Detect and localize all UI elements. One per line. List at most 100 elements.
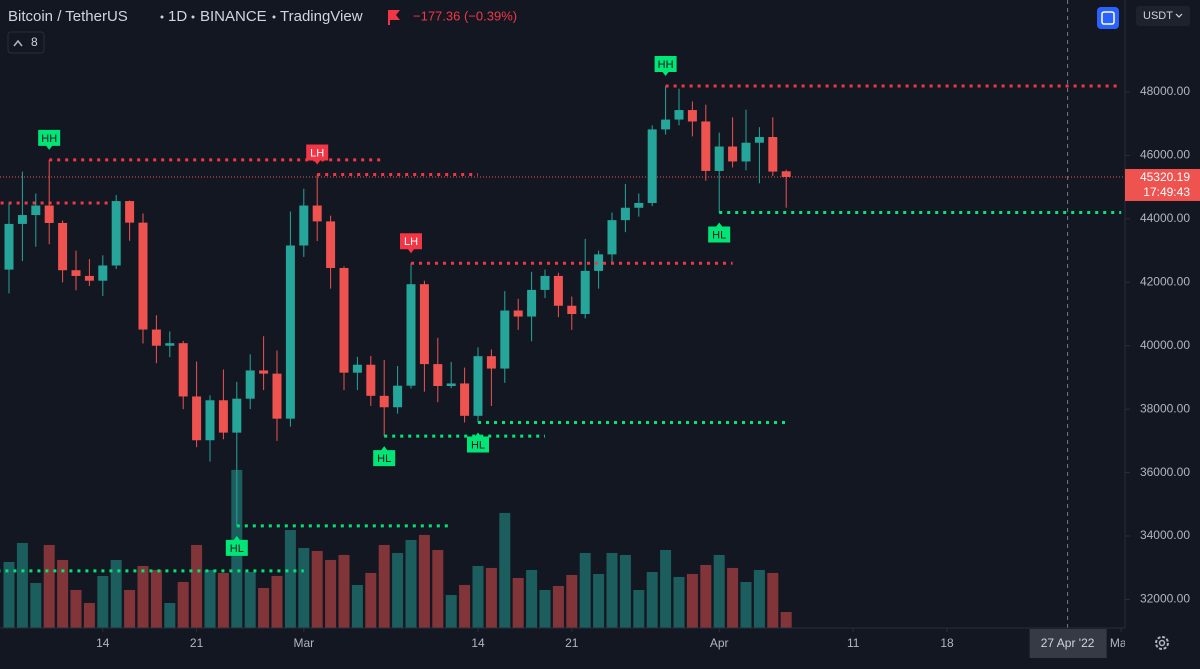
x-tick-label: 14 [471, 636, 485, 650]
candle-body [728, 146, 738, 162]
volume-bar [311, 550, 323, 628]
volume-bar [727, 567, 739, 628]
candle-body [151, 329, 161, 346]
price-change: −177.36 (−0.39%) [413, 8, 517, 23]
volume-bar [566, 574, 578, 628]
volume-bar [713, 554, 725, 628]
volume-bar [445, 594, 457, 628]
volume-bar [57, 559, 69, 628]
candle-body [714, 146, 724, 171]
pivot-label: HL [377, 453, 391, 465]
volume-bar [753, 569, 765, 628]
candle-body [567, 305, 577, 314]
x-tick-label: Mar [293, 636, 314, 650]
settings-icon-core [1158, 639, 1166, 647]
volume-bar [593, 573, 605, 628]
volume-bar [258, 587, 270, 628]
pivot-label: HH [658, 59, 674, 71]
price-axis-bg [1125, 0, 1200, 669]
indicator-count: 8 [31, 35, 38, 49]
currency: USDT [1143, 10, 1173, 22]
volume-bar [217, 572, 229, 628]
volume-bar [432, 549, 444, 628]
indicator-toggle[interactable] [7, 31, 45, 54]
volume-bar [539, 589, 551, 628]
candle-body [138, 222, 148, 330]
volume-bar [244, 571, 256, 628]
volume-bar [780, 611, 792, 628]
last-price: 45320.19 [1140, 170, 1190, 184]
separator [272, 15, 276, 19]
volume-bar [177, 581, 189, 628]
volume-bar [552, 585, 564, 628]
volume-bar [16, 542, 28, 628]
candle-body [17, 215, 27, 224]
candle-body [178, 343, 188, 397]
settings-icon[interactable] [1155, 636, 1169, 650]
volume-bar [338, 554, 350, 628]
volume-pane [3, 469, 792, 628]
candle-body [768, 137, 778, 172]
pivot-label: HL [230, 543, 244, 555]
volume-bar [3, 561, 15, 628]
pivot-label-box [373, 446, 396, 467]
candle-body [527, 289, 537, 317]
compare-icon [1101, 11, 1115, 25]
volume-bar [740, 581, 752, 628]
candle-body [687, 110, 697, 122]
candle-body [111, 201, 121, 266]
y-tick-label: 40000.00 [1140, 338, 1190, 352]
candle-body [218, 400, 228, 433]
volume-bar [284, 529, 296, 628]
candle-body [781, 171, 791, 177]
volume-bar [526, 569, 538, 628]
y-tick-label: 34000.00 [1140, 528, 1190, 542]
interval: 1D [168, 8, 187, 25]
y-tick-label: 32000.00 [1140, 592, 1190, 606]
volume-bar [378, 544, 390, 628]
volume-bar [298, 547, 310, 628]
volume-bar [418, 534, 430, 628]
source: TradingView [280, 8, 363, 25]
exchange: BINANCE [200, 8, 267, 25]
candle-body [553, 275, 563, 306]
candle-body [326, 221, 336, 269]
volume-bar [150, 569, 162, 628]
volume-bar [137, 565, 149, 628]
candle-body [31, 205, 41, 216]
volume-bar [191, 544, 203, 628]
candle-body [245, 370, 255, 399]
pivot-label: HL [471, 439, 485, 451]
candle-body [661, 119, 671, 130]
candle-body [232, 398, 242, 433]
volume-bar [660, 549, 672, 628]
volume-bar [700, 564, 712, 628]
volume-bar [633, 589, 645, 628]
volume-bar [472, 565, 484, 628]
candle-body [125, 201, 135, 223]
volume-bar [499, 512, 511, 628]
pivot-label-box [467, 432, 489, 453]
volume-bar [459, 584, 471, 628]
currency-button[interactable] [1136, 6, 1190, 26]
currency-chevron [1175, 13, 1183, 18]
y-tick-label: 36000.00 [1140, 465, 1190, 479]
volume-bar [392, 552, 404, 628]
countdown: 17:49:43 [1143, 185, 1190, 199]
volume-bar [485, 567, 497, 628]
pivot-label-box [306, 144, 329, 165]
pivot-label-box [400, 233, 422, 254]
volume-bar [351, 584, 363, 628]
x-tick-label: 21 [565, 636, 579, 650]
volume-bar [30, 582, 42, 628]
candle-body [486, 356, 496, 369]
flag-icon[interactable] [388, 10, 400, 25]
volume-bar [70, 589, 82, 628]
candle-body [446, 383, 456, 386]
candle-body [312, 205, 322, 222]
volume-bar [606, 552, 618, 628]
compare-button[interactable] [1097, 7, 1119, 29]
candle-body [205, 400, 215, 441]
x-tick-label: 11 [847, 636, 860, 650]
y-tick-label: 48000.00 [1140, 84, 1190, 98]
